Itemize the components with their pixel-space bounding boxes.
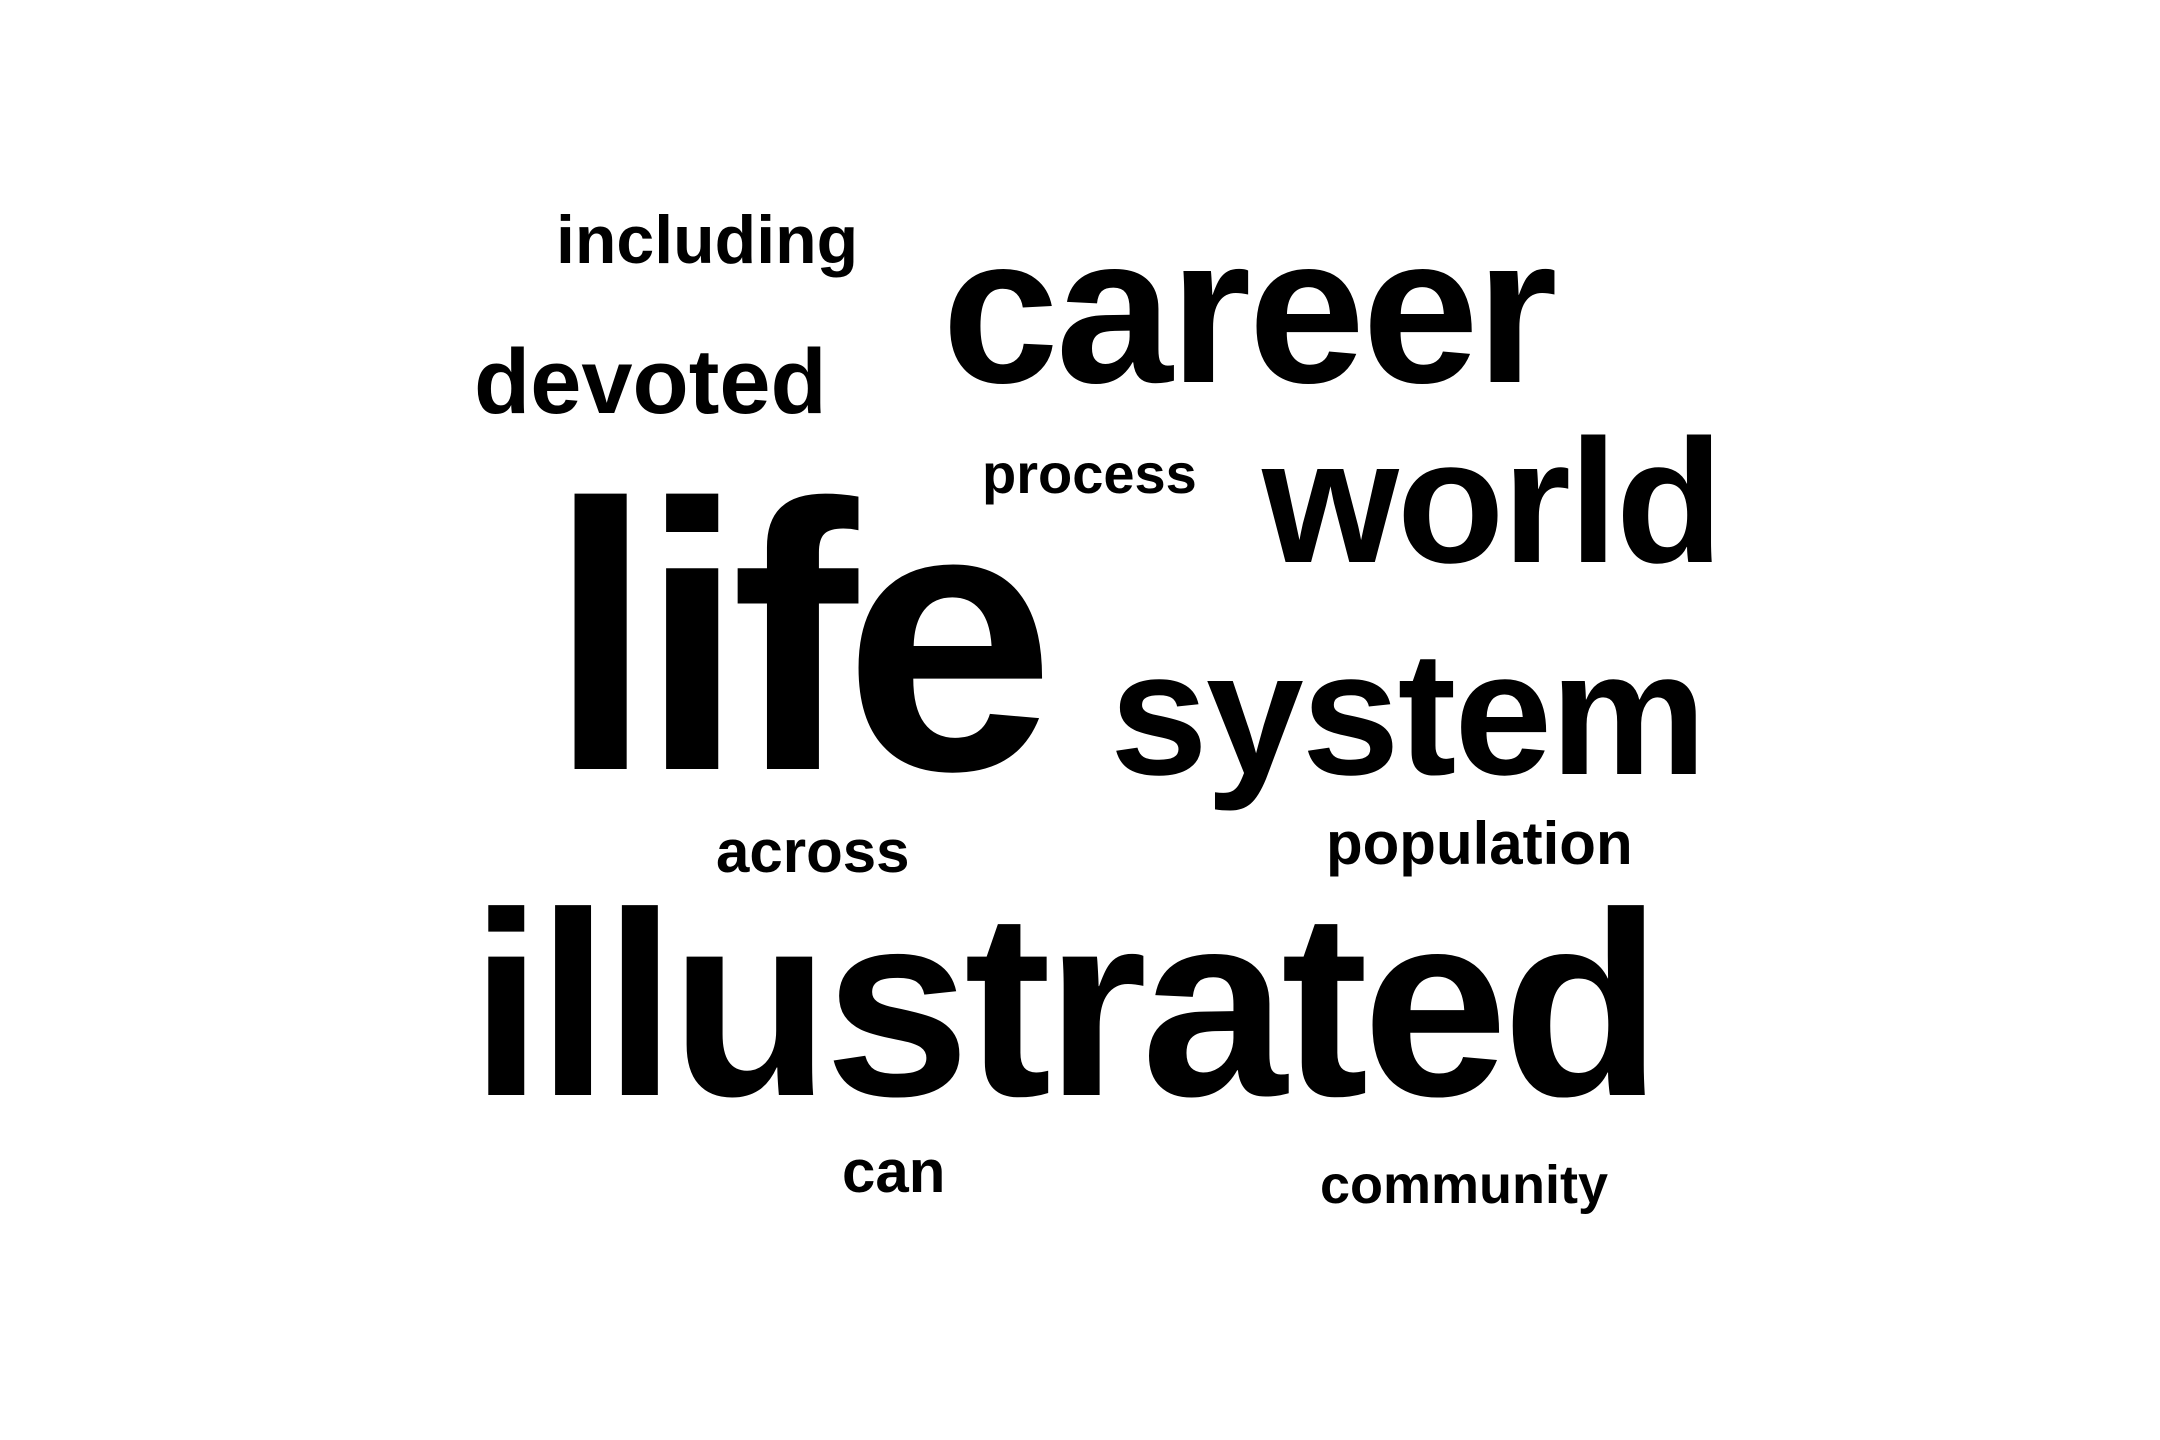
word-process: process	[982, 442, 1197, 505]
word-life: life	[548, 425, 1055, 850]
word-across: across	[716, 818, 910, 885]
word-system: system	[1110, 616, 1707, 812]
word-world: world	[1262, 404, 1723, 600]
word-career: career	[942, 192, 1558, 427]
word-community: community	[1320, 1155, 1609, 1215]
word-can: can	[842, 1138, 946, 1205]
word-including: including	[556, 202, 859, 278]
word-illustrated: illustrated	[470, 858, 1662, 1151]
word-population: population	[1326, 810, 1633, 877]
word-devoted: devoted	[474, 331, 827, 433]
